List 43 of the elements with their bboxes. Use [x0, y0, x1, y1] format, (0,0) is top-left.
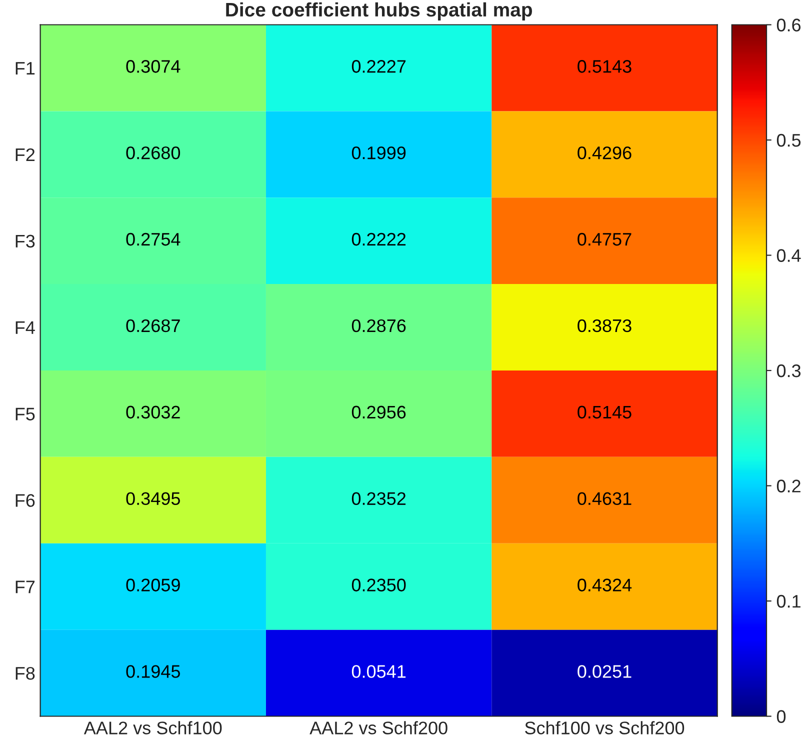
data-label: 0.3032 [126, 406, 180, 419]
data-label: 0.3495 [126, 492, 180, 506]
data-label: 0.0541 [352, 665, 406, 678]
color-bar-label: 0.6 [776, 18, 801, 32]
y-tick-label: F8 [16, 666, 35, 680]
data-label: 0.4757 [578, 232, 632, 246]
x-tick-label: AAL2 vs Schf200 [310, 721, 448, 734]
y-tick-label: F7 [16, 580, 35, 594]
y-tick-label: F1 [16, 62, 35, 75]
data-label: 0.2059 [126, 578, 180, 592]
data-label: 0.2227 [352, 60, 406, 73]
color-bar-label: 0.5 [776, 134, 801, 147]
data-label: 0.2352 [352, 492, 406, 506]
color-bar-label: 0 [776, 710, 786, 723]
data-label: 0.2350 [352, 578, 406, 592]
data-label: 0.2876 [352, 319, 406, 332]
data-label: 0.2680 [126, 146, 180, 160]
color-bar-label: 0.4 [776, 249, 801, 262]
data-label: 0.4324 [578, 578, 632, 592]
data-label: 0.3074 [126, 60, 180, 73]
data-label: 0.2687 [126, 319, 180, 332]
data-label: 0.2754 [126, 232, 180, 246]
y-tick-label: F4 [16, 321, 35, 334]
data-label: 0.1999 [352, 146, 406, 160]
data-label: 0.1945 [126, 665, 180, 678]
y-tick-label: F6 [16, 494, 35, 507]
y-tick-label: F3 [16, 234, 35, 248]
x-tick-label: Schf100 vs Schf200 [525, 721, 684, 734]
y-tick-label: F5 [16, 408, 35, 420]
data-label: 0.2956 [352, 406, 406, 419]
color-bar-label: 0.1 [776, 594, 800, 608]
data-label: 0.5143 [578, 60, 632, 73]
color-bar-label: 0.2 [776, 480, 800, 492]
data-label: 0.3873 [578, 319, 632, 332]
data-label: 0.4296 [578, 146, 632, 160]
data-label: 0.0251 [578, 665, 632, 678]
color-bar-label: 0.3 [776, 364, 801, 378]
data-label: 0.5145 [578, 406, 632, 419]
chart-title: Dice coefficient hubs spatial map [226, 2, 532, 20]
data-label: 0.4631 [578, 492, 632, 506]
x-tick-label: AAL2 vs Schf100 [84, 721, 222, 734]
y-tick-label: F2 [16, 148, 35, 161]
data-label: 0.2222 [352, 232, 406, 246]
